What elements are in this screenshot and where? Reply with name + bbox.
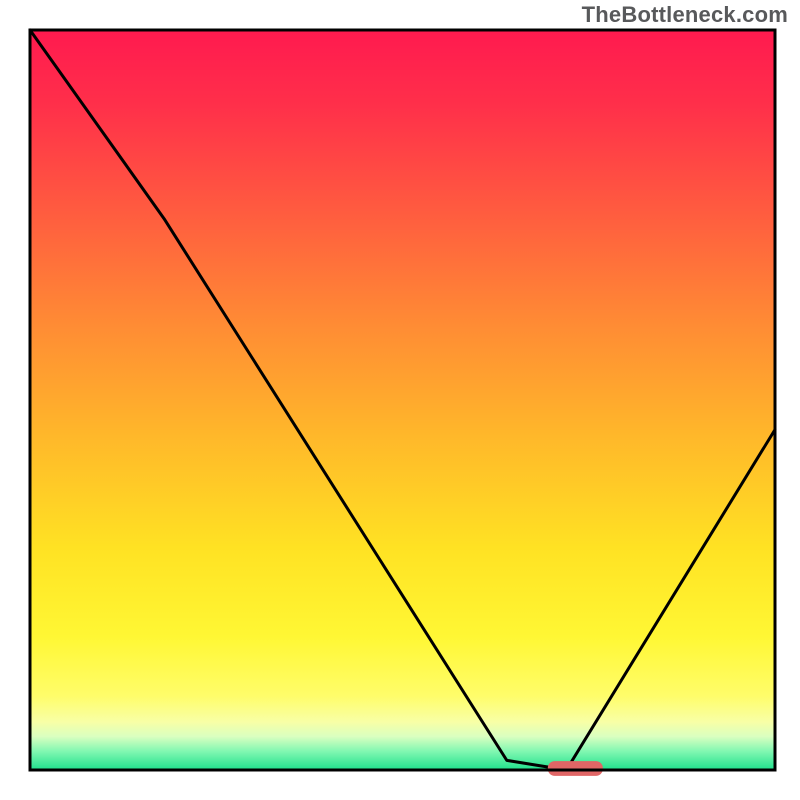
plot-background [30, 30, 775, 770]
bottleneck-chart [0, 0, 800, 800]
chart-container: TheBottleneck.com [0, 0, 800, 800]
watermark-label: TheBottleneck.com [582, 2, 788, 28]
